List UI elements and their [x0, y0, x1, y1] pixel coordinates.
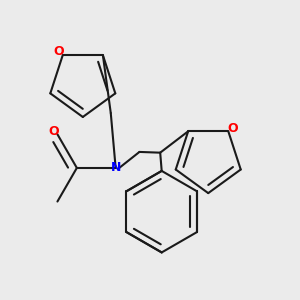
Text: O: O — [227, 122, 238, 135]
Text: O: O — [49, 125, 59, 138]
Text: O: O — [54, 45, 64, 58]
Text: N: N — [110, 161, 121, 174]
